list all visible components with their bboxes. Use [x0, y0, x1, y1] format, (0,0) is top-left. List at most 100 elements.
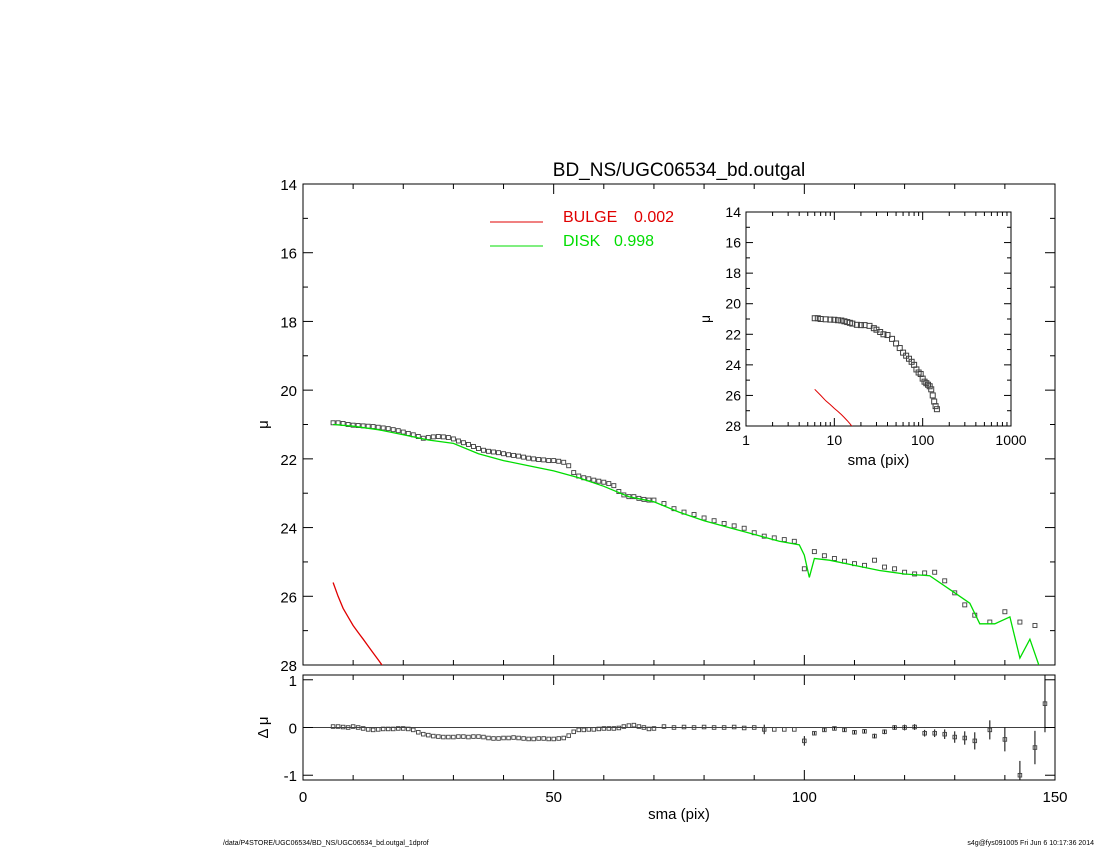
residual-point: [616, 725, 622, 731]
residual-point: [912, 724, 917, 730]
inset-data-point: [853, 321, 860, 328]
residual-point: [952, 734, 957, 740]
x-tick-label: 50: [545, 789, 562, 806]
inset-y-tick-label: 24: [725, 357, 741, 373]
residual-point: [1017, 772, 1023, 778]
residual-point: [370, 727, 376, 733]
residual-point: [922, 730, 927, 736]
residual-point: [476, 734, 481, 739]
residual-y-tick-label: -1: [284, 768, 297, 785]
data-point: [460, 440, 466, 446]
residual-point: [526, 736, 531, 742]
data-point: [481, 447, 486, 453]
data-point: [606, 481, 612, 487]
residual-point: [646, 726, 652, 732]
inset-data-point: [896, 345, 903, 352]
inset-data-point: [838, 317, 845, 324]
residual-point: [576, 727, 581, 733]
inset-series-bulge-line: [814, 388, 853, 426]
data-point: [561, 459, 567, 465]
inset-data-point: [893, 340, 900, 347]
inset-data-point: [900, 349, 907, 356]
data-point: [385, 426, 391, 432]
residual-point: [962, 735, 968, 741]
inset-data-point: [884, 332, 891, 339]
residual-point: [426, 732, 431, 738]
data-point: [741, 525, 747, 531]
inset-data-point: [919, 375, 926, 382]
residual-point: [661, 724, 667, 729]
data-point: [821, 553, 827, 559]
legend-disk-label: DISK: [563, 233, 601, 250]
data-point: [831, 556, 837, 561]
inset-data-point: [933, 406, 940, 413]
residual-point: [551, 736, 556, 742]
data-point: [430, 434, 436, 440]
main-plot-panel: 14 16 18 20 22 24 26 28 μ: [255, 177, 1056, 675]
residual-point: [390, 726, 396, 732]
residual-point: [862, 729, 867, 734]
inset-data-point: [921, 378, 928, 385]
inset-y-tick-label: 14: [725, 204, 741, 220]
y-tick-label: 14: [280, 177, 297, 194]
residual-point: [641, 725, 647, 730]
residual-point: [375, 727, 381, 732]
data-point: [350, 422, 356, 428]
data-point: [546, 458, 552, 464]
residual-point: [486, 735, 491, 741]
inset-y-tick-label: 22: [725, 326, 741, 342]
data-point: [721, 520, 727, 526]
data-point: [942, 578, 948, 584]
residual-point: [581, 727, 586, 733]
y-tick-label: 26: [280, 589, 297, 606]
residual-point: [541, 736, 546, 741]
residual-point: [546, 736, 551, 742]
data-point: [455, 438, 461, 444]
residual-point: [691, 725, 697, 730]
residual-point: [396, 726, 401, 731]
data-point: [496, 450, 501, 456]
data-point: [380, 425, 386, 431]
residual-point: [681, 724, 687, 730]
x-tick-label: 100: [792, 789, 817, 806]
data-point: [501, 451, 506, 457]
residual-point: [536, 736, 541, 741]
residual-point: [596, 726, 602, 732]
residual-point: [345, 725, 351, 730]
inset-y-tick-label: 16: [725, 235, 741, 251]
residual-point: [491, 736, 496, 741]
data-point: [566, 463, 572, 469]
inset-data-point: [932, 403, 939, 410]
inset-y-tick-label: 26: [725, 387, 741, 403]
data-point: [611, 483, 617, 489]
x-tick-label: 0: [299, 789, 307, 806]
inset-data-point: [880, 331, 887, 338]
residual-point: [892, 725, 897, 730]
data-point: [1032, 623, 1038, 628]
data-point: [440, 434, 446, 440]
data-point: [551, 458, 557, 464]
residual-point: [531, 736, 536, 742]
footer-file-path: /data/P4STORE/UGC06534/BD_NS/UGC06534_bd…: [223, 840, 429, 847]
data-point: [370, 424, 376, 430]
residual-y-tick-label: 0: [289, 721, 297, 738]
residual-point: [591, 727, 597, 732]
inset-data-point: [923, 380, 930, 387]
data-point: [541, 457, 547, 463]
data-point: [375, 424, 381, 430]
inset-data-point: [929, 392, 936, 399]
data-point: [791, 538, 797, 544]
residual-point: [872, 733, 877, 739]
data-point: [811, 549, 817, 555]
inset-data-point: [925, 381, 932, 388]
residual-point: [571, 729, 576, 735]
data-point: [445, 435, 451, 441]
y-tick-label: 20: [280, 383, 297, 400]
residual-point: [355, 725, 361, 730]
data-point: [516, 453, 522, 459]
inset-x-tick-label: 1000: [995, 432, 1026, 448]
residual-point: [842, 727, 847, 733]
data-point: [400, 429, 406, 435]
data-point: [711, 518, 717, 524]
